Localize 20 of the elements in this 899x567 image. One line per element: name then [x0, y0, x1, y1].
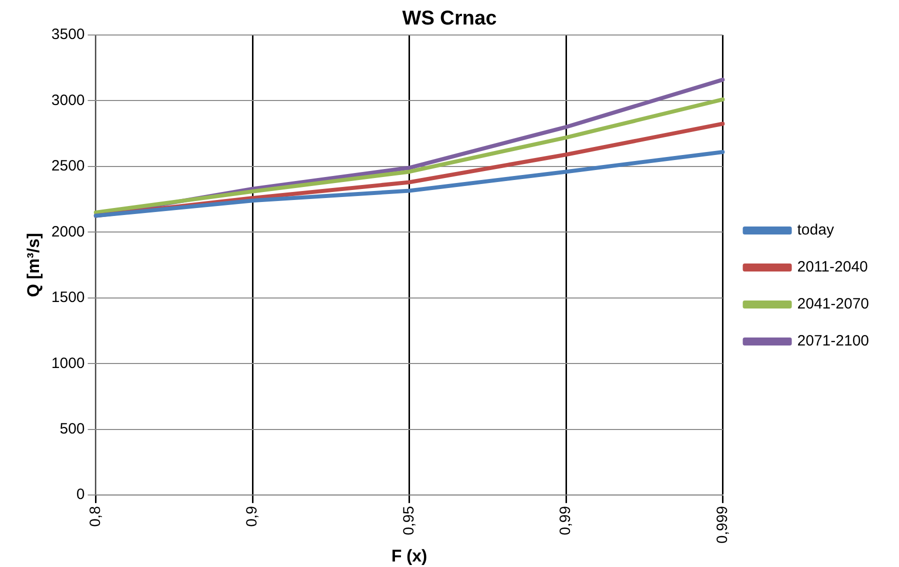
y-tick-label: 2500 — [51, 158, 85, 175]
x-tick-label: 0,999 — [714, 506, 731, 544]
y-tick-label: 2000 — [51, 223, 85, 240]
y-tick-label: 3000 — [51, 92, 85, 109]
x-tick-label: 0,8 — [86, 506, 104, 527]
y-tick-label: 1000 — [51, 354, 85, 372]
y-tick-label: 500 — [60, 420, 85, 438]
legend-label: 2011-2040 — [797, 258, 868, 276]
legend-label: 2071-2100 — [797, 332, 869, 350]
y-tick-label: 0 — [76, 486, 85, 504]
legend-label: today — [797, 222, 834, 239]
y-tick-label: 3500 — [51, 26, 85, 44]
x-axis-title: F (x) — [391, 546, 428, 566]
y-axis-title: Q [m³/s] — [24, 232, 43, 298]
legend-label: 2041-2070 — [797, 296, 869, 313]
chart-title: WS Crnac — [402, 8, 497, 30]
y-tick-label: 1500 — [51, 289, 85, 306]
x-tick-label: 0,95 — [400, 506, 418, 536]
x-tick-label: 0,9 — [244, 506, 261, 527]
x-tick-label: 0,99 — [557, 506, 574, 536]
